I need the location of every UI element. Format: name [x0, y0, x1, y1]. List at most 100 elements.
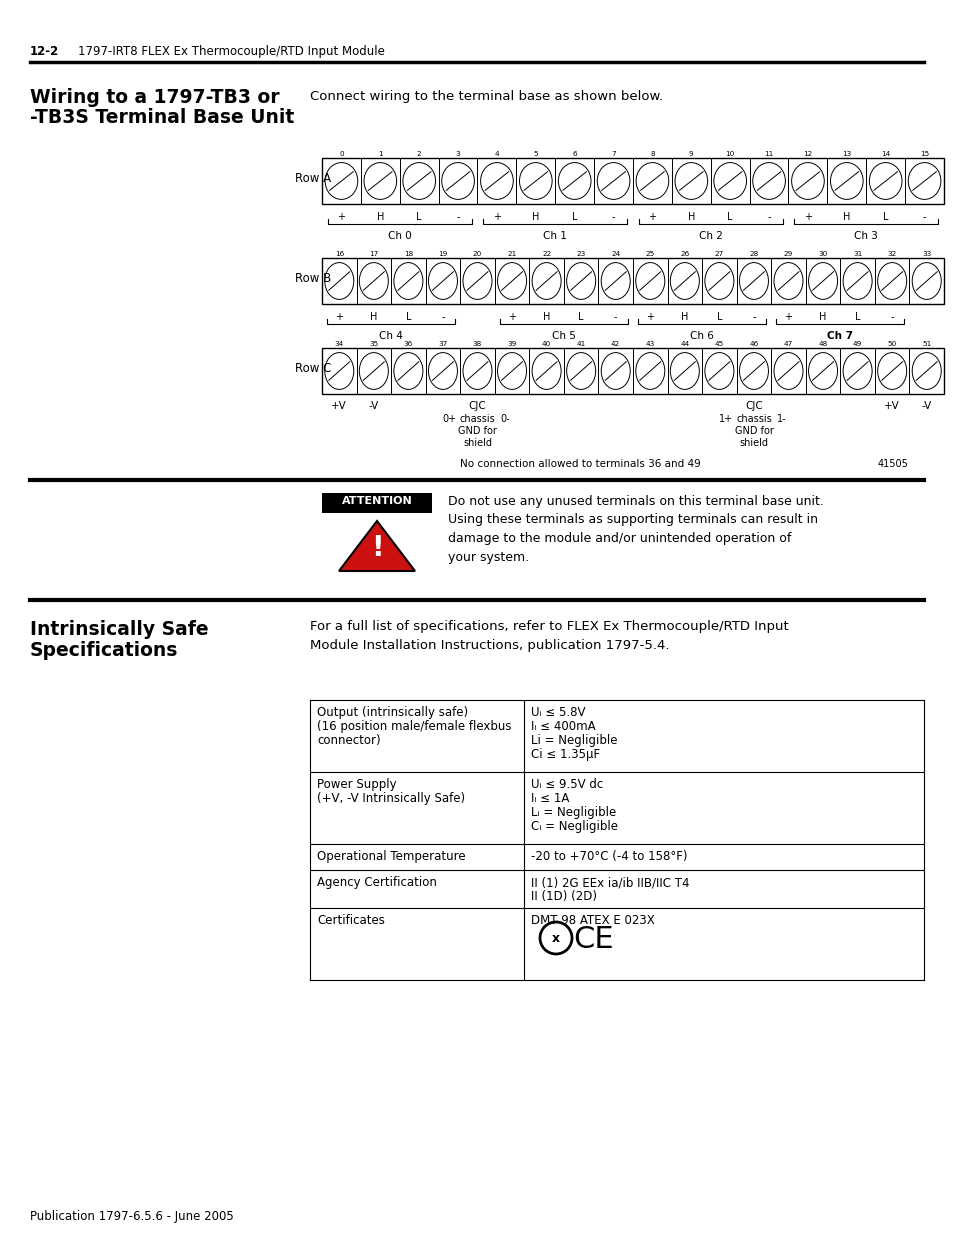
- Ellipse shape: [752, 163, 784, 199]
- Text: 28: 28: [748, 251, 758, 257]
- Ellipse shape: [911, 353, 941, 389]
- Text: Specifications: Specifications: [30, 641, 178, 659]
- Bar: [322, 158, 943, 204]
- Ellipse shape: [877, 263, 905, 299]
- Text: Uᵢ ≤ 9.5V dc: Uᵢ ≤ 9.5V dc: [531, 778, 602, 790]
- Ellipse shape: [808, 263, 837, 299]
- Text: 0: 0: [338, 151, 343, 157]
- Ellipse shape: [519, 163, 552, 199]
- Ellipse shape: [428, 353, 457, 389]
- Ellipse shape: [402, 163, 436, 199]
- Text: x: x: [552, 931, 559, 945]
- Ellipse shape: [462, 353, 492, 389]
- Text: L: L: [854, 312, 860, 322]
- Polygon shape: [338, 521, 415, 571]
- Ellipse shape: [636, 163, 668, 199]
- Ellipse shape: [497, 263, 526, 299]
- Text: Output (intrinsically safe): Output (intrinsically safe): [316, 706, 468, 719]
- Text: H: H: [842, 212, 850, 222]
- Text: 11: 11: [763, 151, 773, 157]
- Ellipse shape: [394, 263, 422, 299]
- Text: +: +: [337, 212, 345, 222]
- Ellipse shape: [713, 163, 746, 199]
- Text: CJC: CJC: [744, 401, 762, 411]
- Text: 31: 31: [852, 251, 862, 257]
- Text: L: L: [405, 312, 411, 322]
- Ellipse shape: [325, 163, 357, 199]
- Text: L: L: [578, 312, 583, 322]
- Text: Iᵢ ≤ 1A: Iᵢ ≤ 1A: [531, 792, 569, 805]
- Ellipse shape: [480, 163, 513, 199]
- Text: 46: 46: [748, 341, 758, 347]
- Bar: [322, 348, 943, 394]
- Text: 49: 49: [852, 341, 862, 347]
- Text: 4: 4: [494, 151, 498, 157]
- Ellipse shape: [907, 163, 940, 199]
- Text: 7: 7: [611, 151, 616, 157]
- Ellipse shape: [635, 353, 664, 389]
- Text: 45: 45: [714, 341, 723, 347]
- Text: -: -: [766, 212, 770, 222]
- Text: II (1D) (2D): II (1D) (2D): [531, 890, 597, 903]
- Text: Ch 0: Ch 0: [388, 231, 411, 241]
- Text: GND for: GND for: [734, 426, 773, 436]
- Text: 27: 27: [714, 251, 723, 257]
- Text: -: -: [922, 212, 925, 222]
- Text: (16 position male/female flexbus: (16 position male/female flexbus: [316, 720, 511, 734]
- Text: 22: 22: [541, 251, 551, 257]
- Text: +: +: [335, 312, 343, 322]
- Text: 17: 17: [369, 251, 378, 257]
- Text: +: +: [508, 312, 516, 322]
- Ellipse shape: [877, 353, 905, 389]
- Ellipse shape: [364, 163, 396, 199]
- Ellipse shape: [739, 263, 768, 299]
- Text: 23: 23: [576, 251, 585, 257]
- Text: 32: 32: [886, 251, 896, 257]
- Text: H: H: [532, 212, 539, 222]
- Text: 1797-IRT8 FLEX Ex Thermocouple/RTD Input Module: 1797-IRT8 FLEX Ex Thermocouple/RTD Input…: [78, 44, 384, 58]
- Text: Do not use any unused terminals on this terminal base unit.
Using these terminal: Do not use any unused terminals on this …: [448, 495, 823, 563]
- Ellipse shape: [842, 353, 871, 389]
- Text: H: H: [542, 312, 550, 322]
- Text: ATTENTION: ATTENTION: [341, 496, 412, 506]
- Text: -: -: [440, 312, 444, 322]
- Ellipse shape: [670, 263, 699, 299]
- Ellipse shape: [359, 263, 388, 299]
- Text: -: -: [611, 212, 615, 222]
- Ellipse shape: [600, 353, 630, 389]
- Text: 12-2: 12-2: [30, 44, 59, 58]
- Ellipse shape: [532, 353, 560, 389]
- Text: 24: 24: [611, 251, 619, 257]
- Text: Ch 4: Ch 4: [378, 331, 402, 341]
- Text: 3: 3: [456, 151, 460, 157]
- Text: Ci ≤ 1.35μF: Ci ≤ 1.35μF: [531, 748, 599, 761]
- Ellipse shape: [842, 263, 871, 299]
- Ellipse shape: [359, 353, 388, 389]
- Ellipse shape: [773, 263, 802, 299]
- Text: Lᵢ = Negligible: Lᵢ = Negligible: [531, 806, 616, 819]
- Text: Wiring to a 1797-TB3 or: Wiring to a 1797-TB3 or: [30, 88, 279, 107]
- Text: Cᵢ = Negligible: Cᵢ = Negligible: [531, 820, 618, 832]
- Ellipse shape: [675, 163, 707, 199]
- Ellipse shape: [739, 353, 768, 389]
- Text: 10: 10: [725, 151, 734, 157]
- Text: Ch 1: Ch 1: [543, 231, 567, 241]
- Ellipse shape: [441, 163, 474, 199]
- Text: 44: 44: [679, 341, 689, 347]
- Text: -V: -V: [368, 401, 378, 411]
- Text: (+V, -V Intrinsically Safe): (+V, -V Intrinsically Safe): [316, 792, 465, 805]
- Text: Li = Negligible: Li = Negligible: [531, 734, 617, 747]
- Text: -: -: [751, 312, 755, 322]
- Text: 29: 29: [783, 251, 792, 257]
- Text: 40: 40: [541, 341, 551, 347]
- Text: Iᵢ ≤ 400mA: Iᵢ ≤ 400mA: [531, 720, 595, 734]
- Text: Ch 5: Ch 5: [552, 331, 576, 341]
- Text: H: H: [819, 312, 826, 322]
- Text: 2: 2: [416, 151, 421, 157]
- Text: Operational Temperature: Operational Temperature: [316, 850, 465, 863]
- Text: 51: 51: [922, 341, 930, 347]
- Ellipse shape: [394, 353, 422, 389]
- Text: CJC: CJC: [468, 401, 486, 411]
- Text: 9: 9: [688, 151, 693, 157]
- Text: Ch 3: Ch 3: [854, 231, 878, 241]
